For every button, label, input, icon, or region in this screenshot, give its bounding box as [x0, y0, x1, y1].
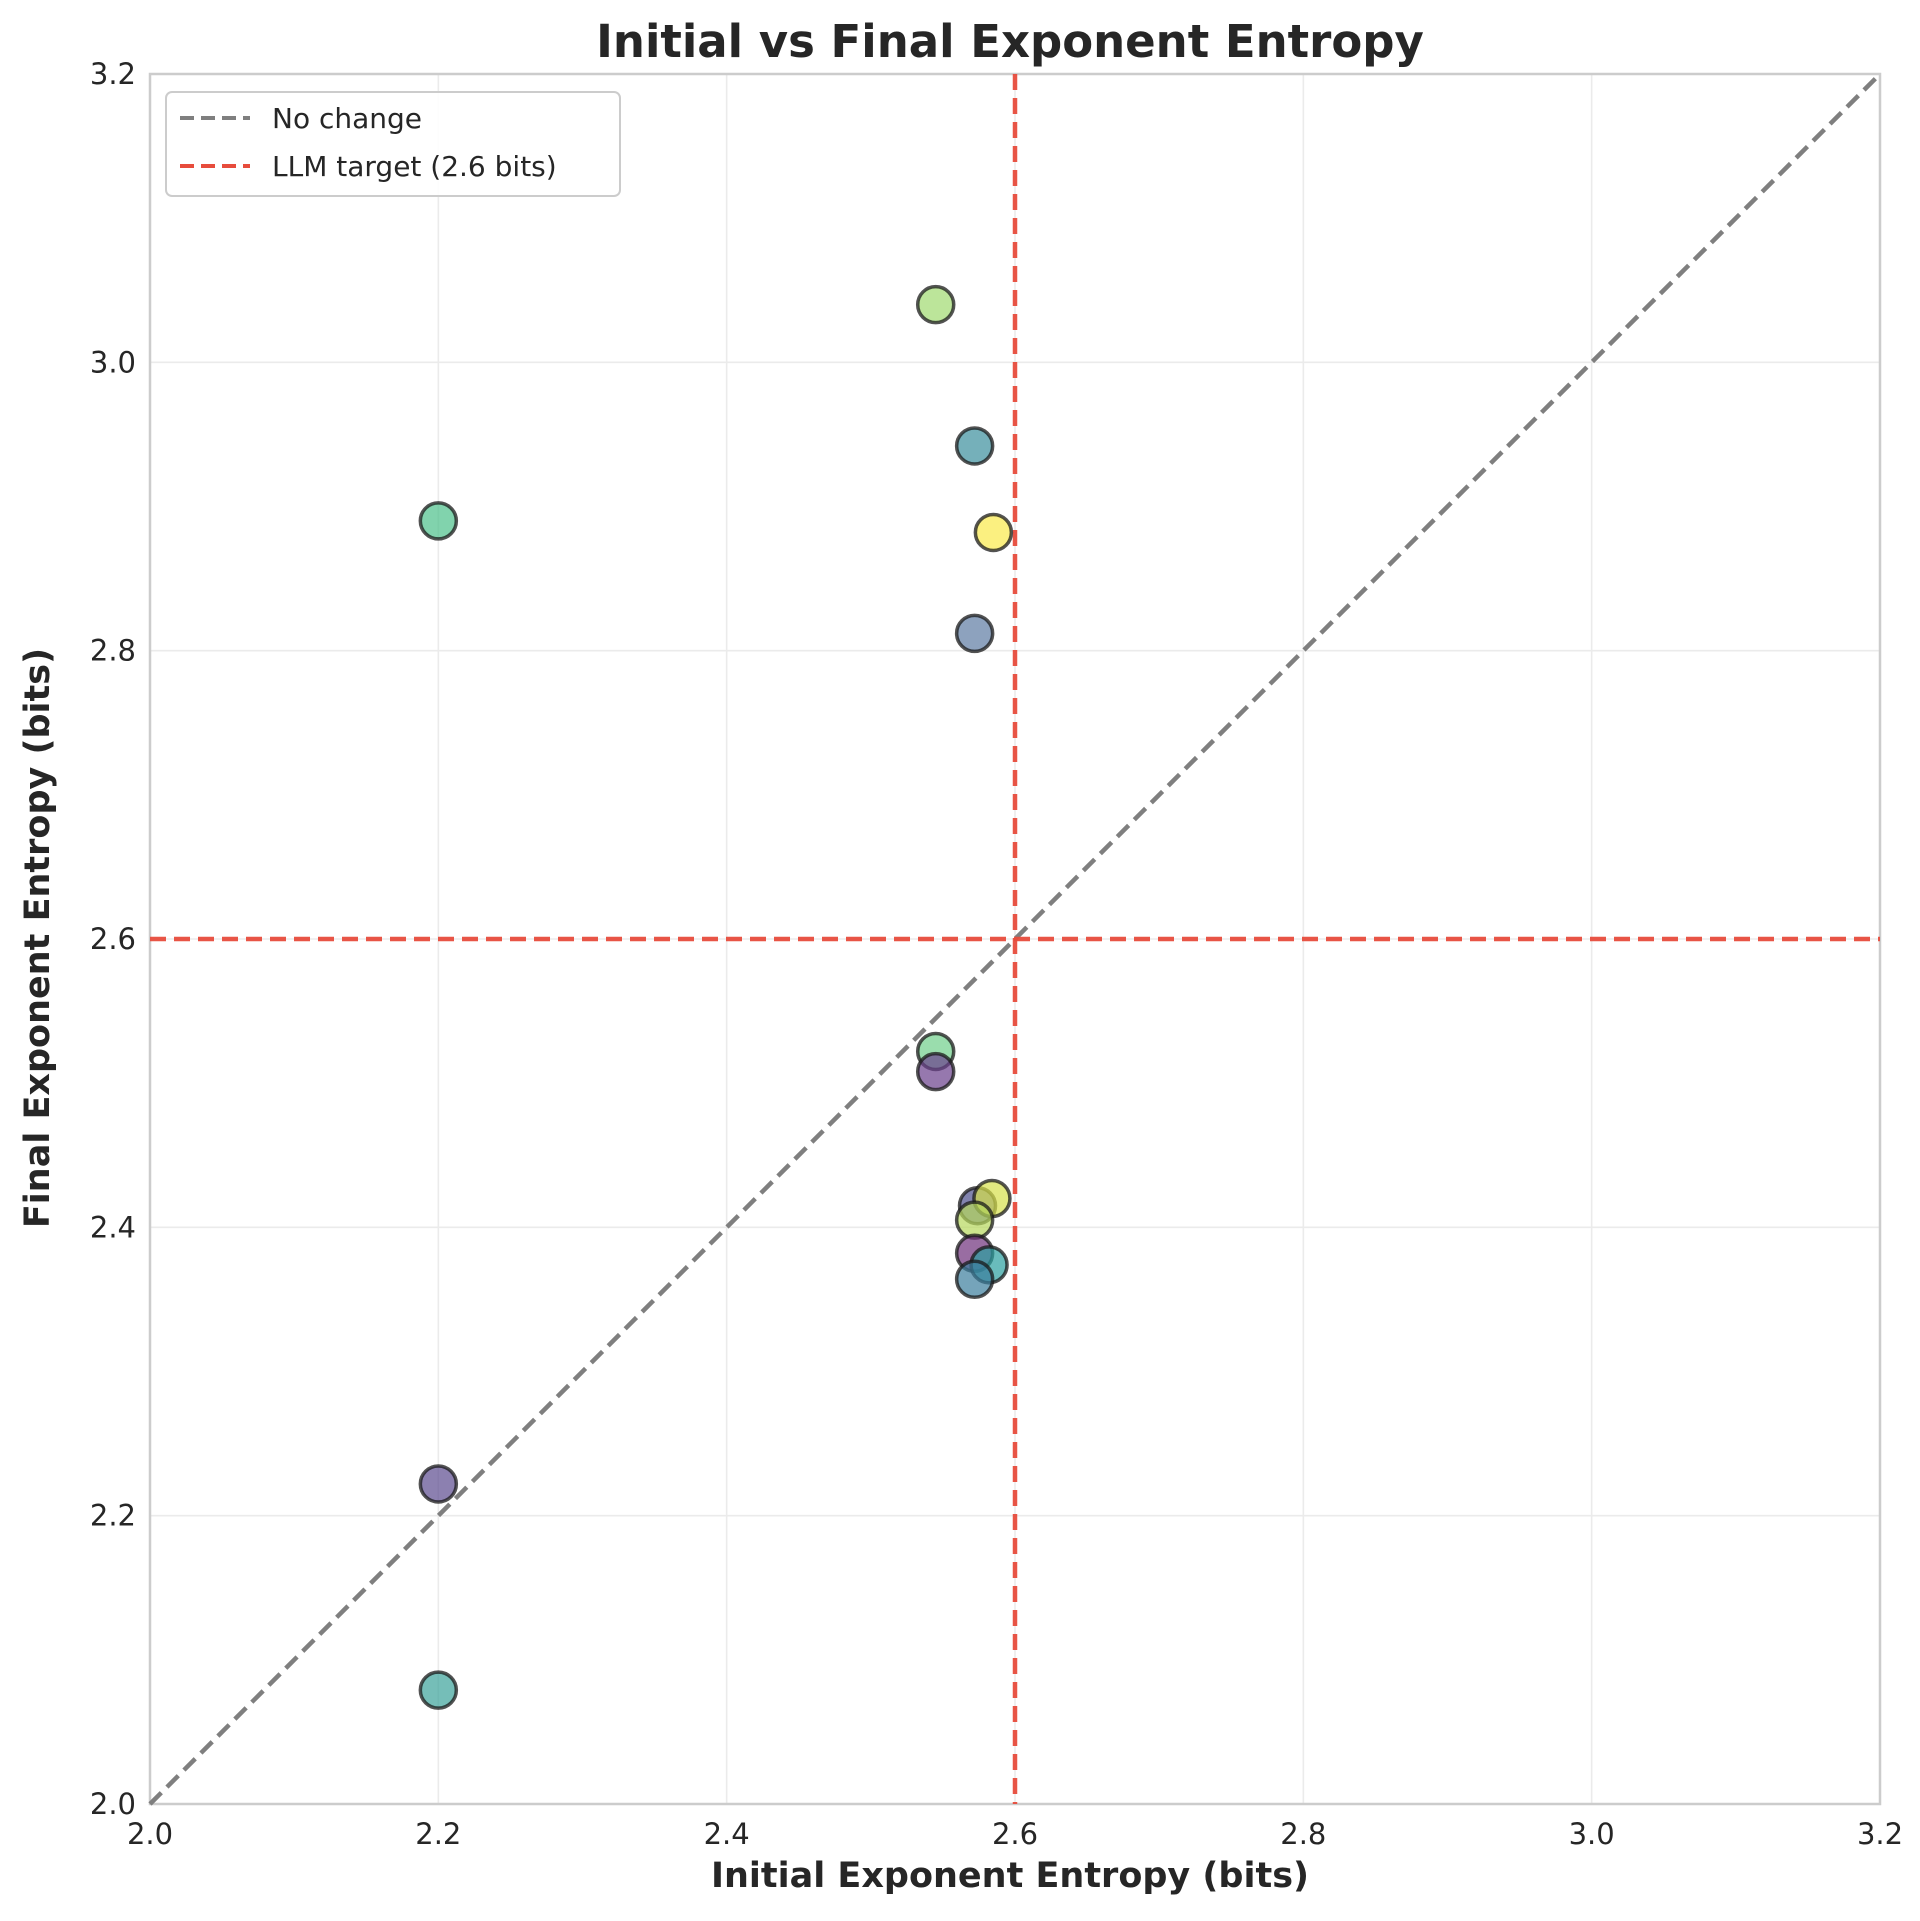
legend-box — [165, 91, 621, 197]
x-tick-label: 2.2 — [415, 1817, 461, 1851]
scatter-point — [418, 501, 459, 541]
y-tick-label: 3.2 — [90, 57, 136, 91]
x-tick-label: 2.4 — [704, 1817, 750, 1851]
scatter-point — [954, 613, 995, 654]
scatter-point — [954, 426, 995, 466]
x-tick-label: 3.0 — [1569, 1817, 1615, 1851]
legend-label-no-change: No change — [272, 102, 422, 135]
reference-lines — [148, 72, 1882, 1806]
y-tick-label: 2.8 — [90, 634, 136, 668]
scatter-point — [954, 1200, 995, 1240]
y-axis-label: Final Exponent Entropy (bits) — [18, 648, 58, 1228]
x-tick-label: 2.6 — [992, 1817, 1038, 1851]
scatter-point — [973, 512, 1014, 553]
data-points — [418, 284, 1014, 1710]
scatter-point — [418, 1670, 459, 1710]
legend-label-llm-target: LLM target (2.6 bits) — [272, 150, 557, 183]
y-tick-label: 2.0 — [90, 1787, 136, 1821]
scatter-point — [915, 284, 956, 325]
x-tick-label: 2.8 — [1280, 1817, 1326, 1851]
scatter-point — [915, 1051, 956, 1092]
x-tick-label: 2.0 — [127, 1817, 173, 1851]
scatter-point — [418, 1464, 459, 1504]
x-axis-label: Initial Exponent Entropy (bits) — [711, 1856, 1309, 1896]
y-tick-label: 2.2 — [90, 1499, 136, 1533]
y-tick-label: 2.4 — [90, 1210, 136, 1244]
scatter-point — [954, 1259, 995, 1299]
y-tick-label: 2.6 — [90, 922, 136, 956]
legend: No change LLM target (2.6 bits) — [165, 91, 621, 197]
tick-labels: 2.0 2.2 2.4 2.6 2.8 3.0 3.2 2.0 2.2 2.4 2.6 2.8 3.0 3… — [90, 57, 1903, 1851]
y-tick-label: 3.0 — [90, 345, 136, 379]
x-tick-label: 3.2 — [1857, 1817, 1903, 1851]
chart-title: Initial vs Final Exponent Entropy — [596, 15, 1424, 68]
